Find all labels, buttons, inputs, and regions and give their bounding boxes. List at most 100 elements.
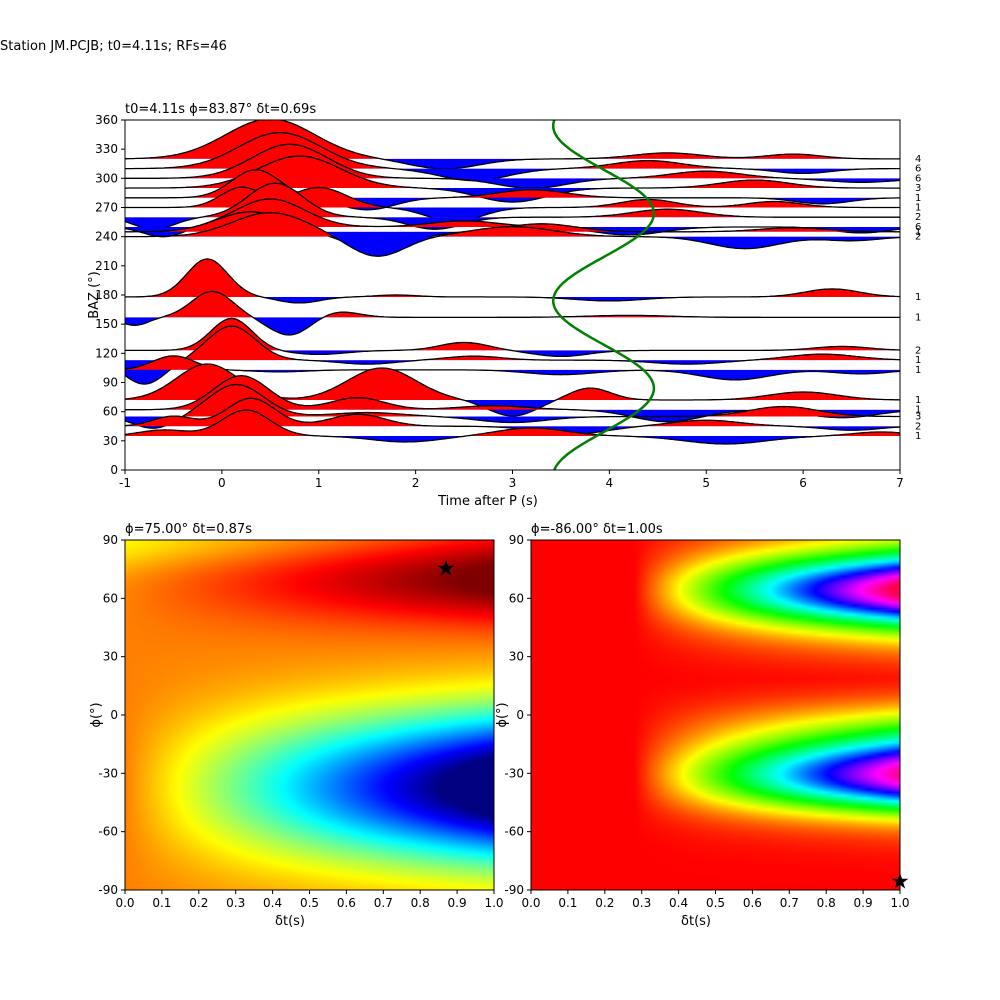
rf-trace-count-label: 4 <box>915 154 921 165</box>
x-tick-label: 1.0 <box>890 896 909 910</box>
grid2-best-star-icon: ★ <box>890 870 910 895</box>
y-tick-label: 210 <box>95 259 118 273</box>
grid-search-panel-2: ϕ=-86.00° δt=1.00s 0.0 0.1 0.2 0.3 0.4 0.5 0.6… <box>495 522 910 929</box>
y-tick-label: 0 <box>110 463 118 477</box>
x-tick-label: 0.9 <box>448 896 467 910</box>
rf-trace-line <box>125 355 900 381</box>
rf-trace-positive-fill <box>125 212 638 237</box>
rf-y-axis-label: BAZ (°) <box>87 271 102 319</box>
rf-trace-positive-fill <box>125 291 900 318</box>
rf-trace-positive-fill <box>125 258 900 297</box>
rf-panel: t0=4.11s ϕ=83.87° δt=0.69s 4663112612112… <box>87 102 921 509</box>
rf-trace-line <box>125 258 900 304</box>
y-tick-label: 90 <box>103 533 118 547</box>
rf-trace-count-label: 6 <box>915 164 921 175</box>
y-tick-label: -60 <box>504 825 524 839</box>
grid2-x-ticks: 0.0 0.1 0.2 0.3 0.4 0.5 0.6 0.7 0.8 0.9 1.0 <box>521 890 910 910</box>
grid2-y-ticks: -90 -60 -30 0 30 60 90 <box>504 533 531 897</box>
x-tick-label: 0.9 <box>854 896 873 910</box>
rf-trace-line <box>125 325 900 385</box>
y-tick-label: 90 <box>509 533 524 547</box>
y-tick-label: -30 <box>504 766 524 780</box>
rf-trace-negative-fill <box>125 236 900 257</box>
grid1-title: ϕ=75.00° δt=0.87s <box>125 522 252 537</box>
rf-trace-line <box>125 143 900 189</box>
rf-x-ticks: -1 0 1 2 3 4 5 6 7 <box>119 470 904 490</box>
y-tick-label: 270 <box>95 201 118 215</box>
x-tick-label: 0.4 <box>263 896 282 910</box>
y-tick-label: 360 <box>95 113 118 127</box>
y-tick-label: -90 <box>504 883 524 897</box>
rf-trace-count-label: 1 <box>915 292 921 303</box>
rf-panel-title: t0=4.11s ϕ=83.87° δt=0.69s <box>125 102 316 117</box>
rf-traces <box>125 120 900 470</box>
x-tick-label: 0.5 <box>300 896 319 910</box>
grid1-x-ticks: 0.0 0.1 0.2 0.3 0.4 0.5 0.6 0.7 0.8 0.9 1.0 <box>115 890 504 910</box>
x-tick-label: 7 <box>896 476 904 490</box>
x-tick-label: 0.3 <box>632 896 651 910</box>
grid-search-panel-1: ϕ=75.00° δt=0.87s 0.0 0.1 0.2 0.3 0.4 0.5 0.6 0… <box>89 522 504 929</box>
rf-trace-line <box>125 317 900 358</box>
rf-trace-positive-fill <box>125 187 900 208</box>
rf-trace-line <box>125 383 900 429</box>
grid2-x-axis-label: δt(s) <box>681 914 711 929</box>
rf-trace-count-label: 3 <box>915 183 921 194</box>
x-tick-label: 0.1 <box>152 896 171 910</box>
x-tick-label: 0.7 <box>780 896 799 910</box>
rf-trace-count-label: 2 <box>915 345 921 356</box>
rf-x-axis-label: Time after P (s) <box>437 494 538 509</box>
y-tick-label: 60 <box>103 405 118 419</box>
rf-trace-negative-fill <box>125 226 900 237</box>
rf-trace-count-label: 1 <box>915 355 921 366</box>
rf-trace-line <box>125 198 900 238</box>
rf-trace-positive-fill <box>182 326 900 361</box>
rf-trace-negative-fill <box>125 350 900 357</box>
y-tick-label: 30 <box>103 650 118 664</box>
rf-trace-count-label: 6 <box>915 173 921 184</box>
rf-trace-count-label: 2 <box>915 212 921 223</box>
y-tick-label: -90 <box>98 883 118 897</box>
y-tick-label: 90 <box>103 376 118 390</box>
grid1-x-axis-label: δt(s) <box>275 914 305 929</box>
rf-trace-positive-fill <box>128 156 885 189</box>
x-tick-label: 4 <box>606 476 614 490</box>
rf-trace-line <box>125 186 900 223</box>
rf-trace-count-label: 1 <box>915 431 921 442</box>
rf-trace-count-label: 1 <box>915 395 921 406</box>
x-tick-label: 0.8 <box>817 896 836 910</box>
grid2-heatmap <box>531 540 900 890</box>
x-tick-label: 1.0 <box>484 896 503 910</box>
rf-trace-positive-fill <box>125 183 900 218</box>
rf-trace-negative-fill <box>423 178 900 189</box>
rf-trace-positive-fill <box>125 398 900 427</box>
y-tick-label: 180 <box>95 288 118 302</box>
grid2-title: ϕ=-86.00° δt=1.00s <box>531 522 663 537</box>
y-tick-label: 120 <box>95 346 118 360</box>
rf-trace-count-label: 1 <box>915 193 921 204</box>
grid2-y-axis-label: ϕ(°) <box>495 702 510 727</box>
x-tick-label: 1 <box>315 476 323 490</box>
rf-y-ticks: 0 30 60 90 120 150 180 210 240 270 300 330 360 <box>95 113 125 477</box>
rf-trace-line <box>125 131 900 182</box>
x-tick-label: 0.7 <box>374 896 393 910</box>
y-tick-label: -30 <box>98 766 118 780</box>
y-tick-label: 30 <box>509 650 524 664</box>
y-tick-label: 300 <box>95 171 118 185</box>
rf-trace-line <box>125 290 900 336</box>
x-tick-label: 0.8 <box>411 896 430 910</box>
figure-suptitle: Station JM.PCJB; t0=4.11s; RFs=46 <box>0 39 227 54</box>
rf-trace-count-label: 3 <box>915 412 921 423</box>
x-tick-label: 0.6 <box>743 896 762 910</box>
rf-trace-count-label: 1 <box>915 312 921 323</box>
x-tick-label: -1 <box>119 476 131 490</box>
rf-trace-line <box>125 169 900 211</box>
grid1-heatmap <box>125 540 494 890</box>
rf-trace-count-label: 2 <box>915 232 921 243</box>
rf-trace-negative-fill <box>261 296 727 303</box>
x-tick-label: 0.1 <box>558 896 577 910</box>
rf-trace-positive-fill <box>125 410 900 436</box>
rf-trace-count-label: 2 <box>915 421 921 432</box>
x-tick-label: 6 <box>799 476 807 490</box>
